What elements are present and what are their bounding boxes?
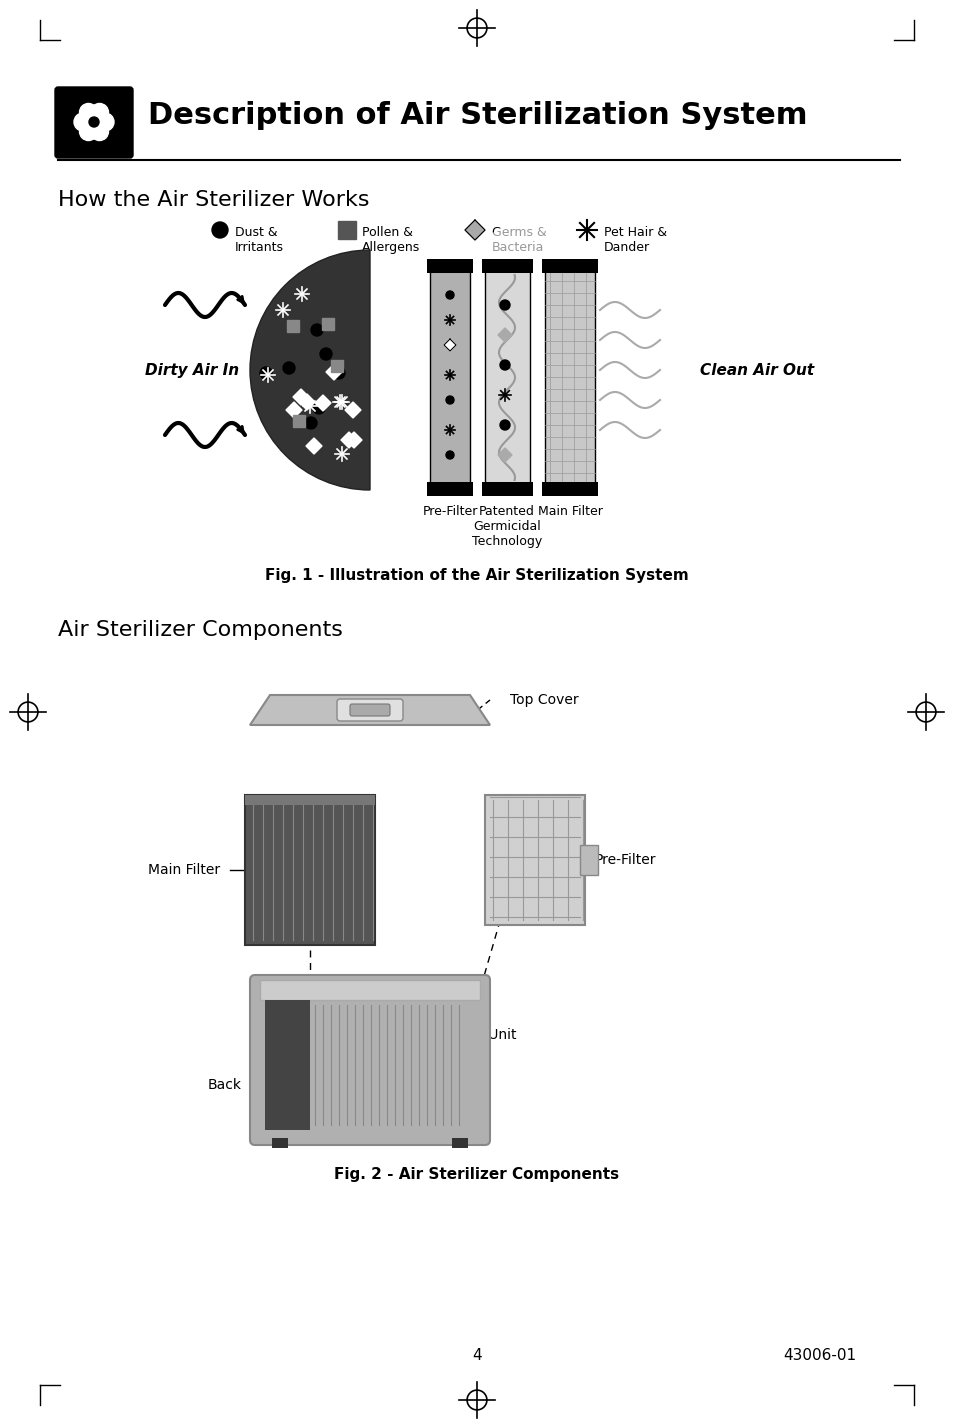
Circle shape bbox=[212, 222, 228, 238]
Text: Patented
Germicidal
Technology: Patented Germicidal Technology bbox=[472, 504, 541, 549]
Bar bbox=[481, 259, 533, 274]
Bar bbox=[427, 259, 473, 274]
Polygon shape bbox=[497, 447, 512, 462]
Text: 4: 4 bbox=[472, 1348, 481, 1362]
Circle shape bbox=[89, 117, 99, 127]
Text: Base Unit: Base Unit bbox=[450, 1027, 516, 1042]
Text: Front: Front bbox=[402, 1119, 437, 1131]
Text: Clean Air Out: Clean Air Out bbox=[700, 362, 813, 378]
FancyBboxPatch shape bbox=[55, 87, 132, 158]
Bar bbox=[544, 265, 595, 490]
Text: Main Filter: Main Filter bbox=[148, 864, 220, 876]
Circle shape bbox=[499, 420, 510, 430]
FancyBboxPatch shape bbox=[250, 975, 490, 1146]
Bar bbox=[260, 980, 479, 1000]
Bar bbox=[287, 321, 298, 332]
Text: Pre-Filter: Pre-Filter bbox=[422, 504, 477, 519]
Circle shape bbox=[446, 291, 454, 299]
Polygon shape bbox=[250, 695, 490, 725]
Polygon shape bbox=[464, 219, 484, 239]
Text: How the Air Sterilizer Works: How the Air Sterilizer Works bbox=[58, 190, 369, 209]
Text: Pre-Filter: Pre-Filter bbox=[595, 854, 656, 866]
Bar bbox=[541, 482, 598, 496]
Circle shape bbox=[311, 323, 323, 336]
Bar bbox=[337, 221, 355, 239]
Wedge shape bbox=[415, 209, 575, 530]
Text: Germs &
Bacteria: Germs & Bacteria bbox=[492, 227, 546, 254]
Bar bbox=[331, 361, 343, 372]
Polygon shape bbox=[306, 437, 322, 455]
Text: Pollen &
Allergens: Pollen & Allergens bbox=[361, 227, 420, 254]
Circle shape bbox=[283, 362, 294, 373]
Polygon shape bbox=[443, 339, 456, 351]
Text: Pet Hair &
Dander: Pet Hair & Dander bbox=[603, 227, 666, 254]
Circle shape bbox=[91, 123, 109, 141]
Text: Fig. 1 - Illustration of the Air Sterilization System: Fig. 1 - Illustration of the Air Sterili… bbox=[265, 567, 688, 583]
Circle shape bbox=[499, 361, 510, 370]
Circle shape bbox=[446, 450, 454, 459]
Circle shape bbox=[313, 402, 325, 415]
Text: Dirty Air In: Dirty Air In bbox=[145, 362, 239, 378]
Polygon shape bbox=[497, 328, 512, 342]
Polygon shape bbox=[326, 363, 341, 380]
Bar bbox=[265, 1000, 310, 1130]
FancyBboxPatch shape bbox=[336, 700, 402, 721]
Polygon shape bbox=[345, 402, 360, 418]
Bar bbox=[245, 795, 375, 945]
Circle shape bbox=[499, 301, 510, 311]
Bar bbox=[484, 795, 584, 925]
Circle shape bbox=[79, 123, 97, 141]
Polygon shape bbox=[298, 393, 314, 410]
Bar bbox=[245, 795, 375, 805]
FancyBboxPatch shape bbox=[350, 704, 390, 715]
Circle shape bbox=[305, 418, 316, 429]
Bar bbox=[293, 415, 305, 427]
Text: Top Cover: Top Cover bbox=[510, 693, 578, 707]
Text: Description of Air Sterilization System: Description of Air Sterilization System bbox=[148, 101, 806, 130]
Bar bbox=[322, 318, 334, 331]
Bar bbox=[430, 265, 470, 490]
Text: Dust &
Irritants: Dust & Irritants bbox=[234, 227, 284, 254]
Polygon shape bbox=[340, 432, 356, 447]
Circle shape bbox=[74, 113, 91, 131]
Wedge shape bbox=[250, 249, 370, 490]
Circle shape bbox=[333, 368, 345, 379]
Text: Fig. 2 - Air Sterilizer Components: Fig. 2 - Air Sterilizer Components bbox=[335, 1167, 618, 1183]
Bar bbox=[484, 265, 530, 490]
Circle shape bbox=[79, 104, 97, 121]
Circle shape bbox=[96, 113, 113, 131]
Circle shape bbox=[260, 368, 272, 379]
Bar bbox=[579, 845, 598, 875]
Bar bbox=[481, 482, 533, 496]
Polygon shape bbox=[314, 395, 331, 410]
Circle shape bbox=[319, 348, 332, 361]
Text: Air Sterilizer Components: Air Sterilizer Components bbox=[58, 620, 342, 640]
Bar bbox=[272, 1139, 288, 1149]
Circle shape bbox=[91, 104, 109, 121]
Text: 43006-01: 43006-01 bbox=[782, 1348, 856, 1362]
Bar bbox=[541, 259, 598, 274]
Circle shape bbox=[446, 396, 454, 405]
Polygon shape bbox=[293, 389, 309, 405]
Polygon shape bbox=[286, 402, 302, 418]
Polygon shape bbox=[346, 432, 361, 447]
Text: Main Filter: Main Filter bbox=[537, 504, 601, 519]
Text: Back: Back bbox=[208, 1077, 242, 1092]
Bar bbox=[427, 482, 473, 496]
Bar bbox=[452, 1139, 468, 1149]
